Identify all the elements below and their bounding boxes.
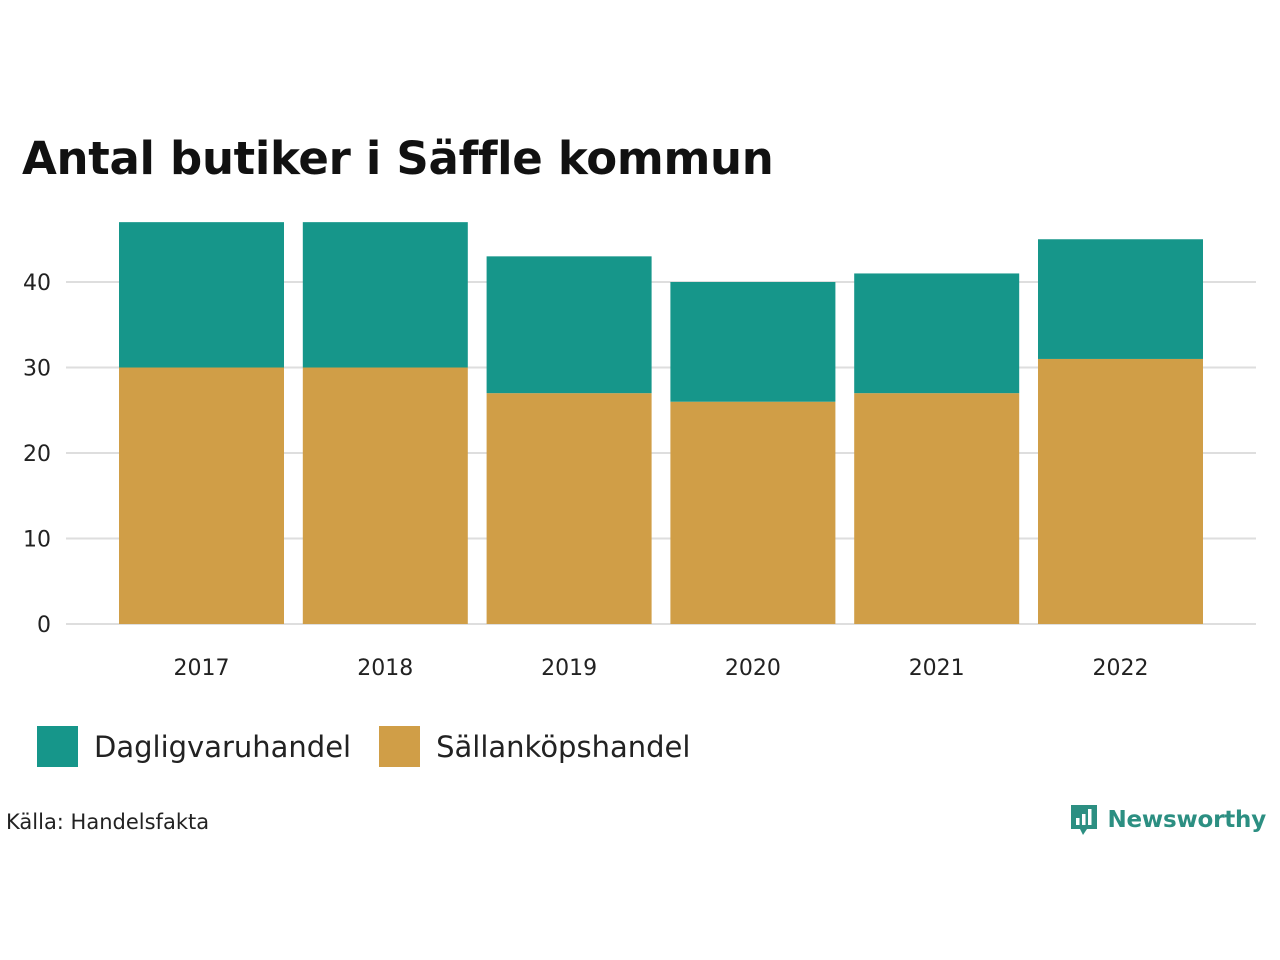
bar-s-llank-pshandel-2017 [119,367,284,624]
bar-s-llank-pshandel-2018 [302,367,468,624]
x-tick-label: 2019 [541,656,597,681]
legend-item-dagligvaruhandel: Dagligvaruhandel [37,726,351,767]
bar-dagligvaruhandel-2020 [670,282,836,402]
x-tick-label: 2021 [909,656,965,681]
bars [119,222,1203,624]
bar-chart-speech-bubble-icon [1071,805,1098,835]
y-tick-label: 40 [23,271,51,296]
bar-dagligvaruhandel-2021 [854,273,1020,394]
bar-dagligvaruhandel-2022 [1038,239,1203,359]
bar-s-llank-pshandel-2022 [1038,358,1203,624]
source-note: Källa: Handelsfakta [6,810,210,834]
x-axis: 2017 2018 2019 2020 2021 2022 [174,656,1149,681]
legend-label: Sällanköpshandel [436,729,691,764]
bar-s-llank-pshandel-2019 [486,393,652,624]
brand-logo: Newsworthy [1069,803,1266,837]
bar-s-llank-pshandel-2021 [854,393,1020,624]
bar-dagligvaruhandel-2017 [119,222,284,368]
chart-title: Antal butiker i Säffle kommun [22,132,774,185]
y-axis: 0 10 20 30 40 [23,271,51,638]
legend-item-sallankopshandel: Sällanköpshandel [379,726,690,767]
legend: Dagligvaruhandel Sällanköpshandel [37,726,718,767]
x-tick-label: 2018 [357,656,413,681]
bar-dagligvaruhandel-2019 [486,256,652,394]
brand-name: Newsworthy [1107,807,1266,833]
bar-s-llank-pshandel-2020 [670,401,836,624]
y-tick-label: 0 [37,613,51,638]
x-tick-label: 2020 [725,656,781,681]
bar-dagligvaruhandel-2018 [302,222,468,368]
x-tick-label: 2017 [174,656,230,681]
y-tick-label: 20 [23,442,51,467]
legend-swatch [37,726,78,767]
y-tick-label: 10 [23,528,51,553]
stacked-bar-chart: 0 10 20 30 40 2017 2018 2019 2020 2021 2022 [23,222,1256,681]
y-tick-label: 30 [23,357,51,382]
x-tick-label: 2022 [1093,656,1149,681]
legend-swatch [379,726,421,767]
legend-label: Dagligvaruhandel [94,729,352,764]
